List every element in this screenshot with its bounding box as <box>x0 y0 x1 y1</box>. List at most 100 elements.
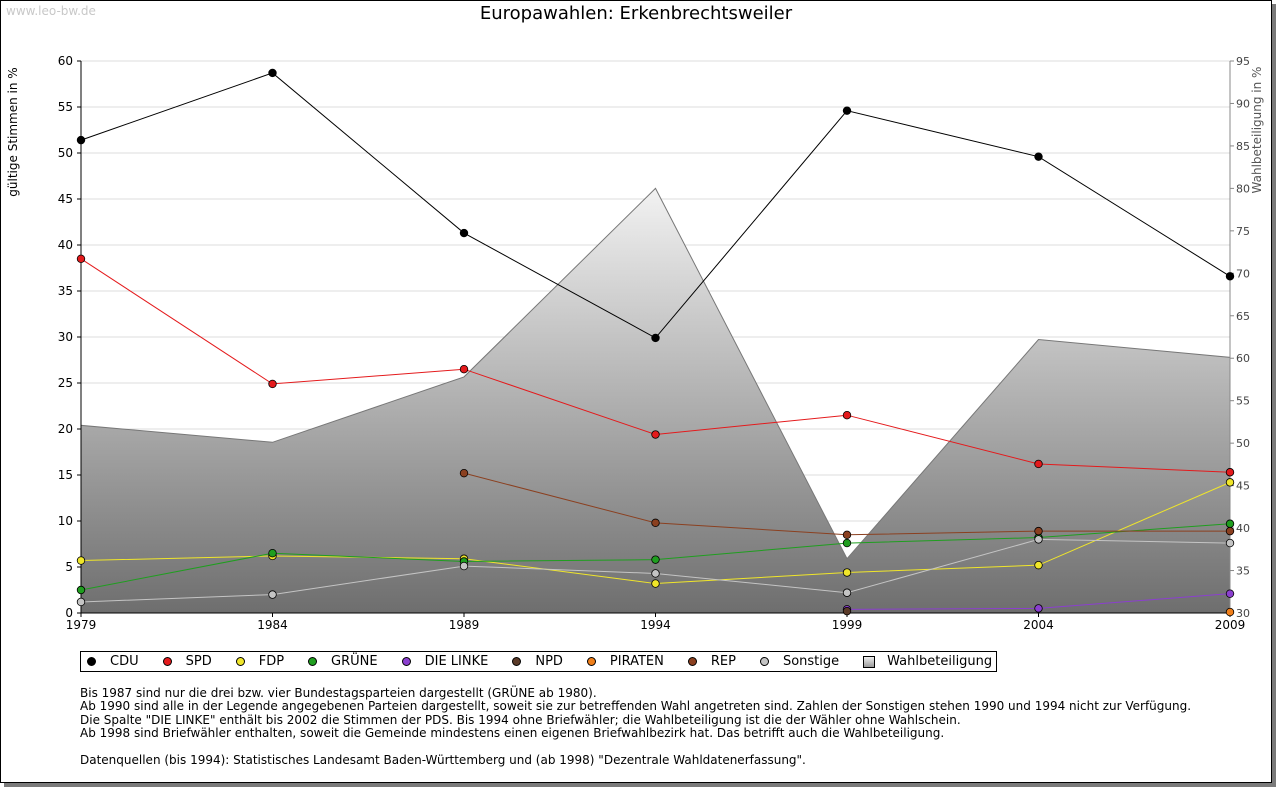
data-point <box>1034 560 1043 570</box>
data-point <box>459 365 469 374</box>
x-tick-label: 1979 <box>66 618 97 632</box>
data-point <box>651 555 660 564</box>
y2-tick-label: 75 <box>1236 225 1250 238</box>
x-tick-label: 1984 <box>257 618 288 632</box>
legend-label: Wahlbeteiligung <box>887 654 993 669</box>
chart-title: Europawahlen: Erkenbrechtsweiler <box>479 3 793 24</box>
note-line: Bis 1987 sind nur die drei bzw. vier Bun… <box>80 686 597 700</box>
data-point <box>268 549 277 558</box>
legend-swatch <box>401 657 411 666</box>
data-point <box>842 106 852 115</box>
y-tick-label: 50 <box>58 146 73 160</box>
y2-tick-label: 30 <box>1236 607 1250 620</box>
data-point <box>268 68 277 78</box>
legend-label: CDU <box>110 654 139 669</box>
data-point <box>268 379 277 389</box>
y-tick-label: 45 <box>58 192 73 206</box>
legend-swatch <box>87 657 96 666</box>
y2-tick-label: 65 <box>1236 310 1250 323</box>
y-tick-label: 15 <box>58 468 73 482</box>
y2-axis-label: Wahlbeteiligung in % <box>1250 67 1264 194</box>
data-point <box>651 333 660 343</box>
data-point <box>459 561 469 571</box>
legend-swatch <box>162 657 172 666</box>
y2-tick-label: 85 <box>1236 140 1250 153</box>
chart-svg: 0 5 10 15 20 25 30 35 40 45 50 55 60 30 35 40 45 50 55 60 65… <box>6 54 1264 632</box>
legend-swatch <box>863 655 876 668</box>
legend-label: SPD <box>185 654 212 669</box>
legend-swatch <box>759 657 769 666</box>
y-tick-label: 25 <box>58 376 73 390</box>
y2-tick-label: 80 <box>1236 182 1250 195</box>
legend-swatch <box>308 657 318 666</box>
x-tick-label: 1989 <box>449 618 480 632</box>
legend-swatch <box>235 657 245 666</box>
data-point <box>842 411 852 420</box>
y-tick-label: 10 <box>58 514 73 528</box>
y-tick-label: 0 <box>65 606 73 620</box>
series-spd <box>76 254 1235 477</box>
footnotes: Bis 1987 sind nur die drei bzw. vier Bun… <box>80 686 1191 767</box>
data-point <box>1225 272 1235 281</box>
y2-tick-label: 70 <box>1236 267 1250 280</box>
y2-tick-label: 55 <box>1236 395 1250 408</box>
x-tick-label: 1994 <box>640 618 671 632</box>
data-point <box>76 254 86 263</box>
x-tick-label: 2004 <box>1023 618 1054 632</box>
data-point <box>1225 478 1235 487</box>
y-tick-label: 20 <box>58 422 73 436</box>
watermark: www.leo-bw.de <box>6 4 96 18</box>
data-sources: Datenquellen (bis 1994): Statistisches L… <box>80 752 806 767</box>
y-tick-label: 30 <box>58 330 73 344</box>
turnout-area <box>80 187 1231 614</box>
data-point <box>1034 459 1043 469</box>
y2-tick-label: 95 <box>1236 55 1250 68</box>
legend-label: DIE LINKE <box>424 654 489 669</box>
data-point <box>268 590 277 599</box>
y-tick-label: 60 <box>58 54 73 68</box>
legend-item: SPD <box>162 654 212 669</box>
legend-swatch <box>586 657 596 666</box>
series-sonstige <box>76 535 1235 607</box>
legend-item: Sonstige <box>759 654 840 669</box>
legend-label: GRÜNE <box>331 654 378 669</box>
legend-item: FDP <box>235 654 284 669</box>
legend-item: PIRATEN <box>586 654 664 669</box>
series-npd <box>842 606 852 616</box>
turnout-area-path <box>80 187 1231 614</box>
legend-label: REP <box>710 654 736 669</box>
y2-tick-label: 90 <box>1236 97 1250 110</box>
data-point <box>1034 535 1043 544</box>
data-point <box>842 530 852 539</box>
data-point <box>76 597 86 607</box>
series-rep <box>459 468 1235 539</box>
data-point <box>76 556 86 565</box>
x-tick-label: 1999 <box>832 618 863 632</box>
legend-label: Sonstige <box>782 654 840 669</box>
data-point <box>1034 604 1043 613</box>
series-lines <box>76 68 1235 617</box>
legend-swatch <box>687 657 697 666</box>
y2-tick-label: 40 <box>1236 522 1250 535</box>
data-point <box>651 579 660 588</box>
y2-tick-label: 60 <box>1236 352 1250 365</box>
legend-label: NPD <box>535 654 563 669</box>
note-line: Ab 1998 sind Briefwähler enthalten, sowe… <box>80 726 945 741</box>
y-tick-label: 40 <box>58 238 73 252</box>
y-tick-label: 35 <box>58 284 73 298</box>
data-point <box>1225 538 1235 548</box>
y2-tick-label: 35 <box>1236 565 1250 578</box>
data-point <box>1225 468 1235 477</box>
data-point <box>1225 526 1235 536</box>
legend-item: GRÜNE <box>308 654 378 669</box>
data-point <box>842 538 852 548</box>
data-point <box>842 568 852 577</box>
y-tick-label: 5 <box>65 560 73 574</box>
y2-tick-label: 45 <box>1236 480 1250 493</box>
data-point <box>459 228 469 238</box>
y-axis-label: gültige Stimmen in % <box>6 67 20 196</box>
data-point <box>1225 519 1235 528</box>
axes: 0 5 10 15 20 25 30 35 40 45 50 55 60 30 35 40 45 50 55 60 65… <box>58 54 1250 632</box>
data-point <box>651 518 660 528</box>
series-piraten <box>1225 607 1235 617</box>
